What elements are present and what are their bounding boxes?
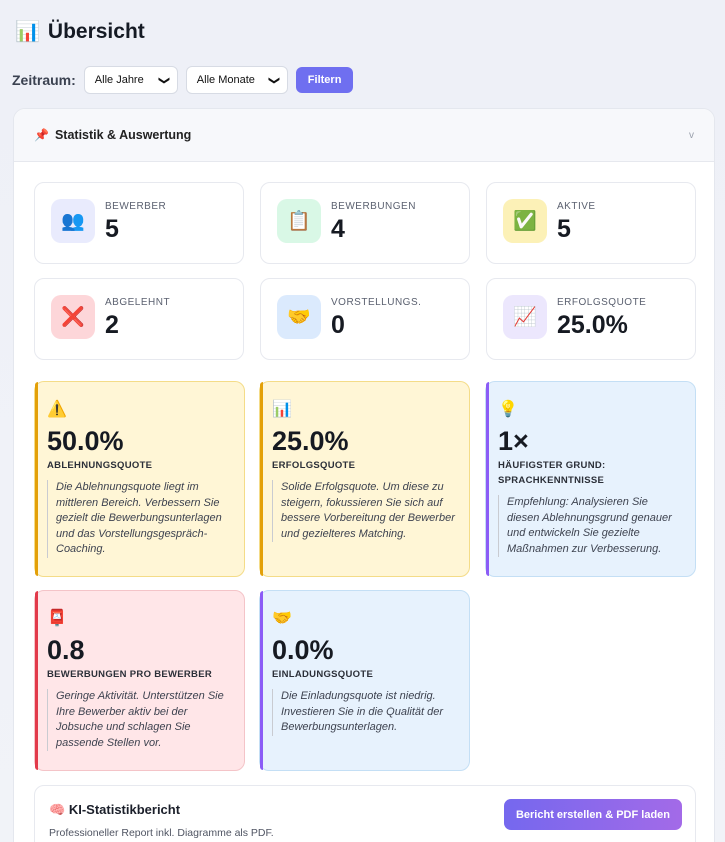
insight-value: 1×	[498, 426, 529, 456]
insight-text: Die Ablehnungsquote liegt im mittleren B…	[47, 480, 232, 558]
insight-label: Einladungsquote	[272, 669, 374, 680]
create-report-button[interactable]: Bericht erstellen & PDF laden	[503, 799, 682, 830]
chevron-down-icon: ❯	[267, 75, 280, 85]
accent-bar	[260, 591, 263, 770]
stat-label: Erfolgsquote	[557, 297, 647, 308]
stat-card-interviews: 🤝 Vorstellungs. 0	[260, 278, 470, 360]
month-select[interactable]: Alle Monate ❯	[185, 66, 288, 94]
page-title-text: Übersicht	[47, 19, 145, 43]
chevron-down-icon: ❯	[157, 75, 170, 85]
brain-icon: 🧠	[49, 802, 66, 817]
handshake-icon: 🤝	[277, 295, 321, 339]
stat-value: 0	[331, 311, 345, 339]
report-subtitle: Professioneller Report inkl. Diagramme a…	[49, 827, 274, 839]
stat-card-applications: 📋 Bewerbungen 4	[260, 182, 470, 264]
check-icon: ✅	[503, 199, 547, 243]
warning-icon: ⚠️	[47, 401, 67, 418]
bar-chart-icon: 📊	[15, 21, 40, 43]
insight-value: 50.0%	[47, 426, 124, 456]
page-title: 📊 Übersicht	[15, 19, 145, 44]
insight-top-reason: 💡 1× Häufigster Grund: Sprachkenntnisse …	[485, 381, 696, 577]
stat-label: Aktive	[557, 201, 596, 212]
collapse-toggle-icon[interactable]: v	[689, 129, 694, 141]
stat-card-rejected: ❌ Abgelehnt 2	[34, 278, 244, 360]
insight-invitation-rate: 🤝 0.0% Einladungsquote Die Einladungsquo…	[259, 590, 470, 771]
insight-value: 25.0%	[272, 426, 349, 456]
insight-applications-per-applicant: 📮 0.8 Bewerbungen pro Bewerber Geringe A…	[34, 590, 245, 771]
stat-card-success-rate: 📈 Erfolgsquote 25.0%	[486, 278, 696, 360]
insight-label: Ablehnungsquote	[47, 460, 153, 471]
insight-label: Erfolgsquote	[272, 460, 356, 471]
stat-label: Bewerbungen	[331, 201, 416, 212]
insight-value: 0.8	[47, 635, 85, 665]
report-title-text: KI-Statistikbericht	[68, 802, 181, 817]
year-select[interactable]: Alle Jahre ❯	[83, 66, 178, 94]
postbox-icon: 📮	[47, 610, 67, 627]
cross-icon: ❌	[51, 295, 95, 339]
accent-bar	[35, 591, 38, 770]
stat-value: 25.0%	[557, 311, 628, 339]
accent-bar	[486, 382, 489, 576]
filter-button[interactable]: Filtern	[295, 67, 354, 93]
period-label: Zeitraum:	[12, 72, 76, 88]
filter-bar: Zeitraum: Alle Jahre ❯ Alle Monate ❯ Fil…	[12, 66, 354, 94]
pin-icon: 📌	[34, 128, 49, 142]
ai-report-card: 🧠 KI-Statistikbericht Professioneller Re…	[34, 785, 696, 842]
statistics-panel: 📌 Statistik & Auswertung v 👥 Bewerber 5 …	[13, 108, 715, 842]
insight-text: Empfehlung: Analysieren Sie diesen Ableh…	[498, 495, 683, 557]
stat-label: Abgelehnt	[105, 297, 171, 308]
stat-value: 5	[105, 215, 119, 243]
users-icon: 👥	[51, 199, 95, 243]
handshake-icon: 🤝	[272, 610, 292, 627]
lightbulb-icon: 💡	[498, 401, 518, 418]
stat-card-active: ✅ Aktive 5	[486, 182, 696, 264]
panel-title: Statistik & Auswertung	[54, 128, 192, 142]
accent-bar	[35, 382, 38, 576]
year-select-value: Alle Jahre	[94, 74, 144, 86]
panel-header[interactable]: 📌 Statistik & Auswertung v	[14, 109, 714, 162]
clipboard-icon: 📋	[277, 199, 321, 243]
stat-value: 5	[557, 215, 571, 243]
trend-up-icon: 📈	[503, 295, 547, 339]
insight-success-rate: 📊 25.0% Erfolgsquote Solide Erfolgsquote…	[259, 381, 470, 577]
insight-rejection-rate: ⚠️ 50.0% Ablehnungsquote Die Ablehnungsq…	[34, 381, 245, 577]
insight-text: Geringe Aktivität. Unterstützen Sie Ihre…	[47, 689, 232, 751]
accent-bar	[260, 382, 263, 576]
insight-label: Bewerbungen pro Bewerber	[47, 669, 213, 680]
stat-card-applicants: 👥 Bewerber 5	[34, 182, 244, 264]
insight-label: Häufigster Grund: Sprachkenntnisse	[498, 460, 606, 486]
report-title: 🧠 KI-Statistikbericht	[49, 802, 180, 818]
stat-label: Vorstellungs.	[331, 297, 422, 308]
stat-value: 2	[105, 311, 119, 339]
insight-text: Die Einladungsquote ist niedrig. Investi…	[272, 689, 457, 736]
insight-value: 0.0%	[272, 635, 334, 665]
stat-label: Bewerber	[105, 201, 167, 212]
insight-text: Solide Erfolgsquote. Um diese zu steiger…	[272, 480, 457, 542]
month-select-value: Alle Monate	[196, 74, 255, 86]
bar-chart-icon: 📊	[272, 401, 292, 418]
stat-value: 4	[331, 215, 345, 243]
